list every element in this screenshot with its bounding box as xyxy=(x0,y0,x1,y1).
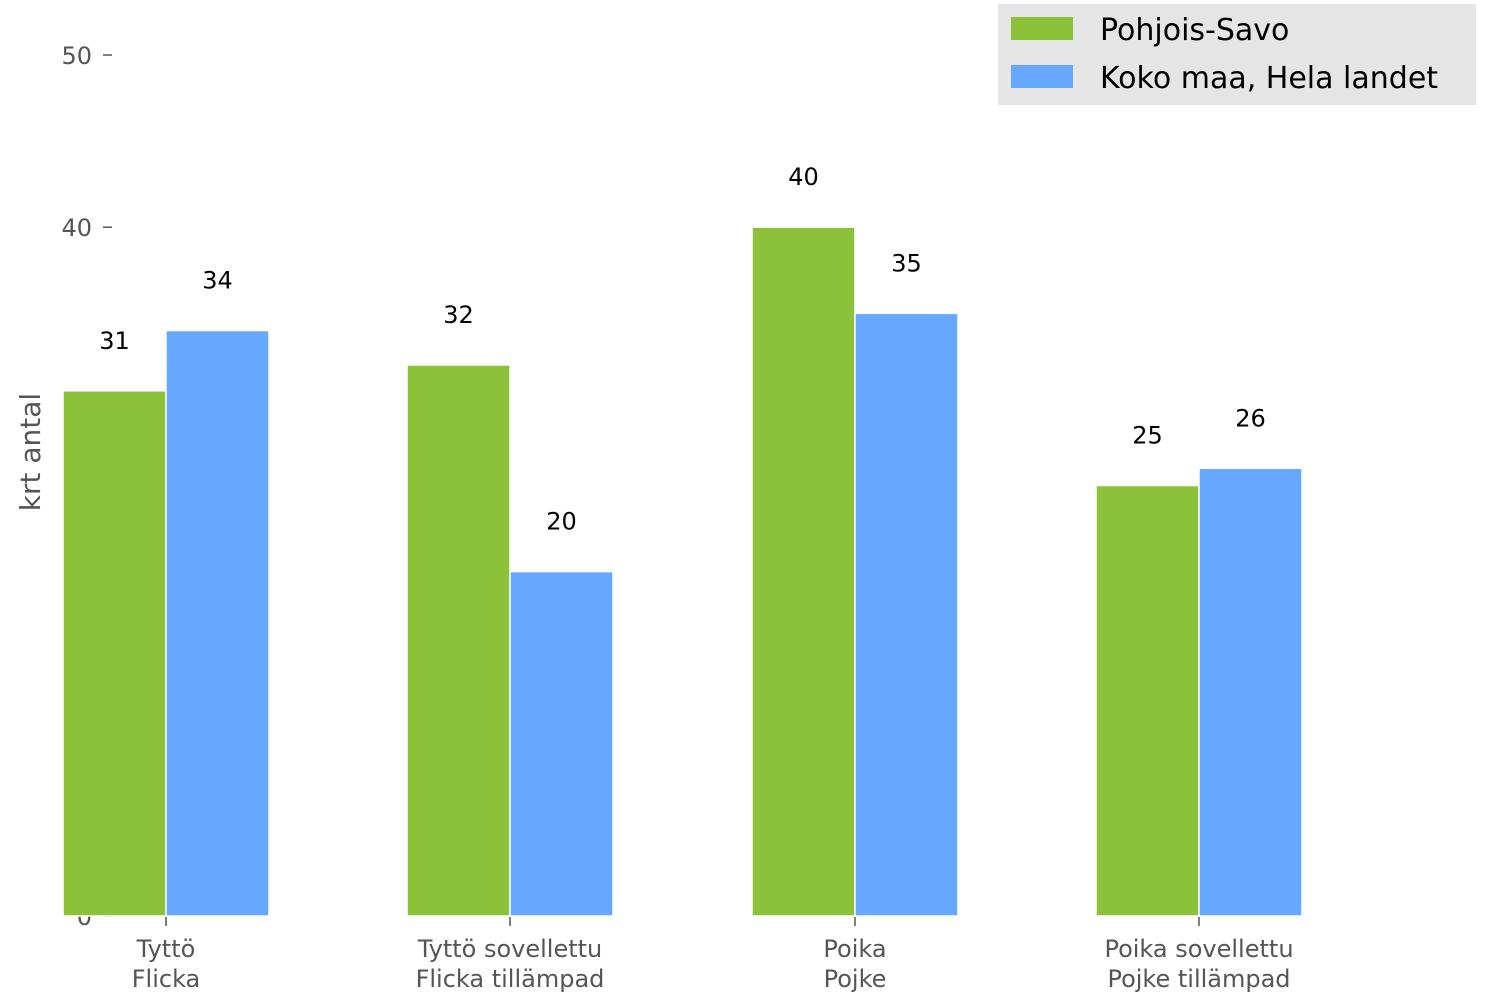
bar-koko-maa-3 xyxy=(1198,467,1303,917)
x-tick-label: Pojke tillämpad xyxy=(1107,965,1290,993)
bar-value-label: 31 xyxy=(99,327,130,355)
bar-value-label: 26 xyxy=(1235,404,1266,432)
x-tick-label: Poika sovellettu xyxy=(1104,935,1293,963)
data-labels: 31 32 40 25 34 20 35 26 xyxy=(99,163,1266,535)
bar-value-label: 32 xyxy=(443,301,474,329)
y-tick-label: 40 xyxy=(61,214,92,242)
x-tick-label: Tyttö sovellettu xyxy=(417,935,603,963)
x-tick-label: Pojke xyxy=(824,965,887,993)
legend: Pohjois-Savo Koko maa, Hela landet xyxy=(998,4,1476,105)
bar-pohjois-savo-0 xyxy=(62,390,167,917)
x-tick-label: Tyttö xyxy=(136,935,196,963)
bar-pohjois-savo-1 xyxy=(406,364,511,917)
legend-box xyxy=(998,4,1476,105)
bar-koko-maa-0 xyxy=(165,329,270,917)
bars xyxy=(62,226,1303,917)
legend-label: Pohjois-Savo xyxy=(1100,13,1289,48)
bar-pohjois-savo-3 xyxy=(1095,484,1200,917)
y-axis-title: krt antal xyxy=(14,393,47,511)
bar-value-label: 25 xyxy=(1132,422,1163,450)
x-tick-label: Poika xyxy=(823,935,886,963)
y-tick-label: 50 xyxy=(61,42,92,70)
bar-pohjois-savo-2 xyxy=(751,226,856,917)
legend-label: Koko maa, Hela landet xyxy=(1100,61,1438,96)
x-tick-label: Flicka tillämpad xyxy=(416,965,605,993)
bar-koko-maa-1 xyxy=(509,570,614,917)
bar-koko-maa-2 xyxy=(854,312,959,917)
bar-value-label: 35 xyxy=(891,249,922,277)
bar-value-label: 20 xyxy=(546,508,577,536)
x-tick-label: Flicka xyxy=(132,965,201,993)
bar-value-label: 40 xyxy=(788,163,819,191)
legend-swatch xyxy=(1011,65,1073,88)
legend-swatch xyxy=(1011,17,1073,40)
bar-value-label: 34 xyxy=(202,267,233,295)
